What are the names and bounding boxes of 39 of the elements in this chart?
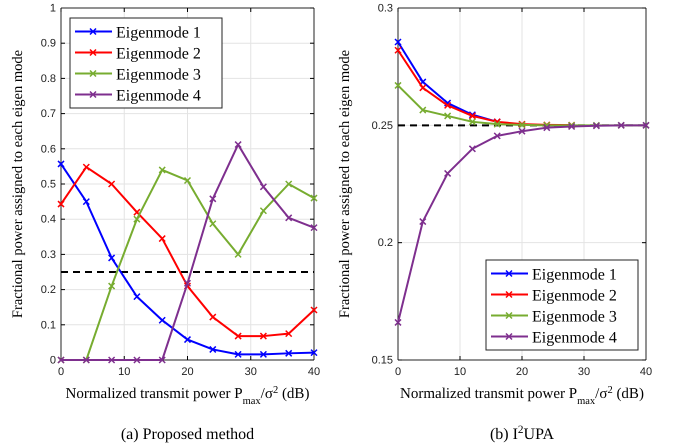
y-tick-label: 0: [50, 354, 56, 367]
x-tick-label: 20: [516, 366, 528, 378]
legend-label: Eigenmode 3: [116, 66, 201, 84]
y-tick-label: 0.2: [378, 237, 393, 250]
y-tick-label: 0.2: [40, 284, 56, 296]
y-tick-label: 0.9: [40, 38, 56, 50]
y-tick-label: 0.6: [40, 143, 56, 156]
text: (b) I$^{2}$UPA: [490, 424, 554, 443]
legend-label: Eigenmode 1: [532, 266, 617, 284]
x-tick-label: 20: [181, 366, 194, 378]
text: (a) Proposed method: [120, 426, 254, 443]
x-tick-label: 40: [308, 366, 320, 378]
y-tick-label: 0.3: [378, 2, 393, 15]
legend-label: Eigenmode 2: [532, 288, 617, 304]
legend-label: Eigenmode 2: [116, 46, 201, 62]
x-axis-title: Normalized transmit power P$_{max}$/σ$^{2}$ (dB): [66, 384, 310, 406]
y-tick-label: 0.4: [40, 214, 56, 226]
x-tick-label: 10: [118, 366, 130, 378]
y-tick-label: 0.5: [40, 178, 56, 191]
x-tick-label: 0: [58, 366, 64, 378]
y-axis-title: Fractional power assigned to each eigen mode: [337, 50, 353, 318]
legend-label: Eigenmode 4: [116, 88, 201, 104]
y-tick-label: 1: [50, 2, 56, 15]
x-tick-label: 10: [454, 366, 466, 378]
legend-label: Eigenmode 1: [116, 24, 201, 42]
y-tick-label: 0.25: [372, 120, 393, 132]
x-tick-label: 30: [578, 366, 590, 378]
y-tick-label: 0.7: [40, 108, 56, 120]
x-tick-label: 0: [394, 366, 402, 378]
legend-label: Eigenmode 4: [532, 330, 617, 346]
y-axis-title: Fractional power assigned to each eigen mode: [10, 50, 26, 318]
y-tick-label: 0.3: [40, 248, 56, 261]
legend-label: Eigenmode 3: [532, 308, 617, 326]
x-axis-title: Normalized transmit power P$_{max}$/σ$^{2}$ (dB): [400, 384, 644, 406]
y-tick-label: 0.1: [40, 319, 56, 332]
y-tick-label: 0.8: [40, 72, 56, 85]
x-tick-label: 40: [640, 366, 652, 378]
x-tick-label: 30: [244, 366, 257, 378]
y-tick-label: 0.15: [372, 354, 393, 367]
